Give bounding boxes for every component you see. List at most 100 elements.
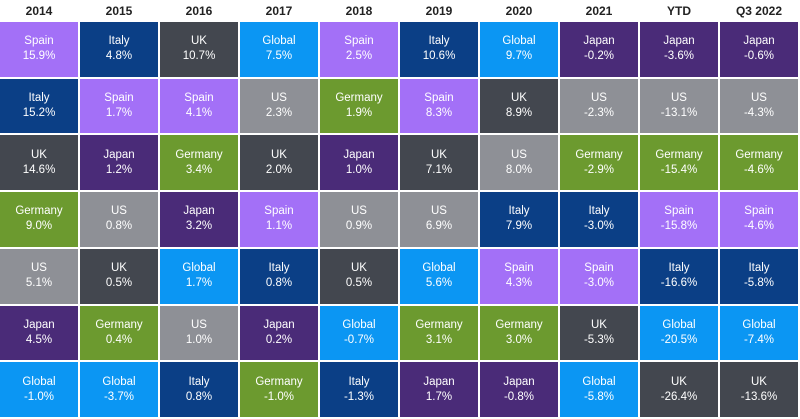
return-value: 8.0%: [505, 163, 533, 176]
quilt-cell-japan: Japan 1.0%: [320, 135, 398, 191]
quilt-cell-germany: Germany 9.0%: [0, 192, 78, 247]
return-value: -2.9%: [583, 163, 615, 176]
return-value: -4.3%: [743, 107, 775, 120]
return-value: 2.5%: [345, 50, 373, 63]
market-label: UK: [511, 92, 527, 105]
quilt-cell-germany: Germany 3.0%: [480, 305, 558, 361]
return-value: 1.7%: [105, 107, 133, 120]
quilt-cell-italy: Italy 7.9%: [480, 192, 558, 247]
market-label: Italy: [428, 35, 450, 48]
quilt-cell-italy: Italy -16.6%: [640, 248, 718, 304]
quilt-cell-us: US -13.1%: [640, 78, 718, 134]
column-header: 2020: [505, 4, 533, 18]
return-value: -2.3%: [583, 107, 615, 120]
return-value: -0.8%: [503, 390, 535, 403]
return-value: 1.7%: [185, 277, 213, 290]
return-value: 9.0%: [25, 220, 53, 233]
market-label: Spain: [584, 262, 614, 275]
return-value: -16.6%: [660, 277, 698, 290]
market-label: Spain: [24, 35, 54, 48]
market-label: UK: [111, 262, 127, 275]
quilt-cell-spain: Spain 8.3%: [400, 78, 478, 134]
return-value: -0.6%: [743, 50, 775, 63]
market-label: UK: [271, 148, 287, 161]
return-value: -15.8%: [660, 220, 698, 233]
market-label: Japan: [103, 148, 135, 161]
column-header: 2016: [185, 4, 213, 18]
quilt-cell-japan: Japan -3.6%: [640, 22, 718, 77]
market-label: Japan: [23, 318, 55, 331]
market-label: Spain: [424, 92, 454, 105]
return-value: 4.1%: [185, 107, 213, 120]
quilt-cell-germany: Germany -1.0%: [240, 362, 318, 417]
quilt-cell-us: US 5.1%: [0, 248, 78, 304]
quilt-cell-uk: UK -26.4%: [640, 362, 718, 417]
column-header: 2018: [345, 4, 373, 18]
return-value: -5.3%: [583, 333, 615, 346]
quilt-cell-uk: UK -5.3%: [560, 305, 638, 361]
market-label: US: [511, 148, 527, 161]
quilt-cell-japan: Japan -0.8%: [480, 362, 558, 417]
return-value: -5.8%: [583, 390, 615, 403]
quilt-cell-italy: Italy -1.3%: [320, 362, 398, 417]
return-value: -20.5%: [660, 333, 698, 346]
return-value: -1.3%: [343, 390, 375, 403]
market-label: Germany: [255, 375, 303, 388]
market-label: UK: [431, 148, 447, 161]
quilt-cell-us: US 1.0%: [160, 305, 238, 361]
return-value: 2.0%: [265, 163, 293, 176]
return-value: 3.1%: [425, 333, 453, 346]
market-label: Spain: [344, 35, 374, 48]
market-label: Global: [582, 375, 616, 388]
return-value: -1.0%: [23, 390, 55, 403]
column-header: 2019: [425, 4, 453, 18]
market-label: Japan: [183, 205, 215, 218]
market-label: UK: [751, 375, 767, 388]
return-value: 4.3%: [505, 277, 533, 290]
market-label: UK: [31, 148, 47, 161]
quilt-cell-spain: Spain 15.9%: [0, 22, 78, 77]
market-label: US: [351, 205, 367, 218]
market-label: Japan: [743, 35, 775, 48]
market-label: Global: [662, 318, 696, 331]
quilt-cell-italy: Italy -3.0%: [560, 192, 638, 247]
column-header: 2017: [265, 4, 293, 18]
column-header: 2021: [585, 4, 613, 18]
quilt-cell-spain: Spain 1.7%: [80, 78, 158, 134]
quilt-cell-uk: UK 0.5%: [80, 248, 158, 304]
market-label: UK: [351, 262, 367, 275]
return-value: 8.9%: [505, 107, 533, 120]
return-value: 8.3%: [425, 107, 453, 120]
quilt-cell-global: Global 9.7%: [480, 22, 558, 77]
market-label: Global: [22, 375, 56, 388]
return-value: -3.6%: [663, 50, 695, 63]
return-value: 0.9%: [345, 220, 373, 233]
return-value: -26.4%: [660, 390, 698, 403]
market-label: UK: [191, 35, 207, 48]
quilt-cell-global: Global -3.7%: [80, 362, 158, 417]
return-value: 1.2%: [105, 163, 133, 176]
market-label: Italy: [348, 375, 370, 388]
quilt-cell-japan: Japan 1.2%: [80, 135, 158, 191]
market-label: Spain: [504, 262, 534, 275]
market-label: Italy: [268, 262, 290, 275]
return-value: 10.7%: [182, 50, 216, 63]
quilt-cell-italy: Italy 15.2%: [0, 78, 78, 134]
market-label: Germany: [95, 318, 143, 331]
return-value: 3.0%: [505, 333, 533, 346]
quilt-cell-spain: Spain 2.5%: [320, 22, 398, 77]
quilt-cell-global: Global 1.7%: [160, 248, 238, 304]
return-value: 5.6%: [425, 277, 453, 290]
return-value: -0.2%: [583, 50, 615, 63]
quilt-cell-japan: Japan -0.2%: [560, 22, 638, 77]
return-value: 9.7%: [505, 50, 533, 63]
quilt-cell-us: US -4.3%: [720, 78, 798, 134]
quilt-cell-spain: Spain 1.1%: [240, 192, 318, 247]
market-label: Spain: [744, 205, 774, 218]
quilt-cell-spain: Spain -15.8%: [640, 192, 718, 247]
quilt-cell-italy: Italy 10.6%: [400, 22, 478, 77]
return-value: 15.9%: [22, 50, 56, 63]
quilt-cell-germany: Germany 1.9%: [320, 78, 398, 134]
quilt-cell-uk: UK -13.6%: [720, 362, 798, 417]
return-value: -3.7%: [103, 390, 135, 403]
